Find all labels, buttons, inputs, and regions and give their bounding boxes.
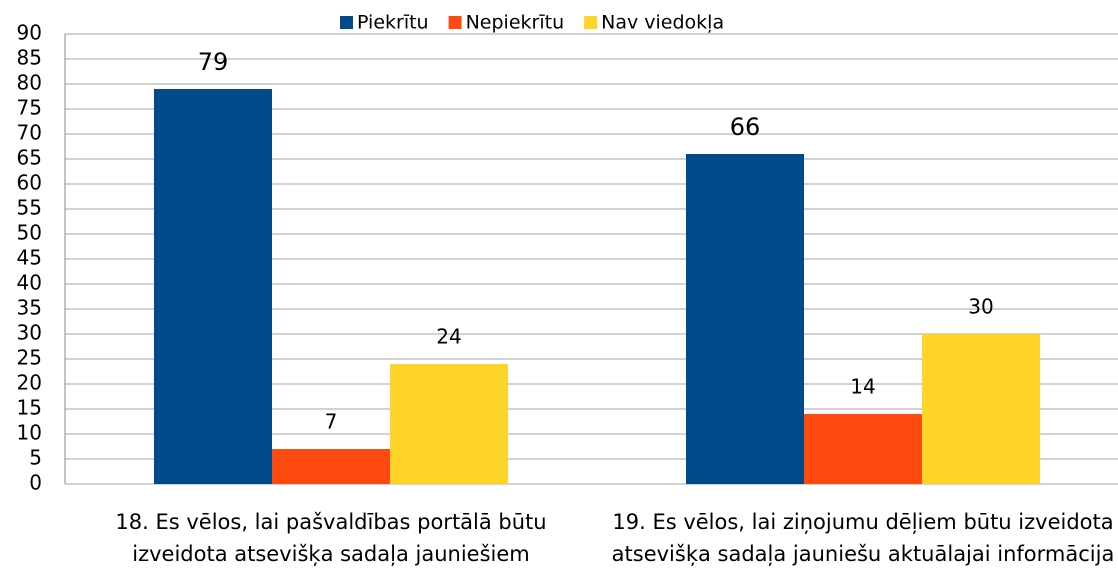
y-tick-label: 55 bbox=[17, 196, 42, 220]
legend-swatch bbox=[448, 16, 462, 29]
y-tick-label: 5 bbox=[29, 446, 42, 470]
legend-label: Nav viedokļa bbox=[601, 12, 724, 34]
bar bbox=[154, 89, 272, 484]
data-label: 7 bbox=[325, 410, 338, 434]
legend-label: Piekrītu bbox=[357, 12, 429, 34]
y-tick-label: 90 bbox=[17, 21, 42, 45]
data-label: 24 bbox=[436, 325, 461, 349]
y-tick-label: 0 bbox=[29, 471, 42, 495]
legend-swatch bbox=[584, 16, 598, 29]
x-tick-label: 18. Es vēlos, lai pašvaldības portālā bū… bbox=[115, 510, 547, 566]
y-tick-label: 25 bbox=[17, 346, 42, 370]
legend-swatch bbox=[340, 16, 353, 29]
y-tick-label: 85 bbox=[17, 46, 42, 70]
bar bbox=[804, 414, 922, 484]
bar bbox=[390, 364, 508, 484]
y-tick-label: 15 bbox=[17, 396, 42, 420]
y-tick-label: 65 bbox=[17, 146, 42, 170]
data-label: 79 bbox=[198, 48, 229, 76]
data-label: 30 bbox=[968, 295, 993, 319]
bar bbox=[686, 154, 804, 484]
y-tick-label: 40 bbox=[17, 271, 42, 295]
legend-label: Nepiekrītu bbox=[466, 12, 565, 34]
data-label: 14 bbox=[850, 375, 875, 399]
y-tick-label: 20 bbox=[17, 371, 42, 395]
bar bbox=[272, 449, 390, 484]
y-tick-label: 75 bbox=[17, 96, 42, 120]
x-tick-label: 19. Es vēlos, lai ziņojumu dēļiem būtu i… bbox=[611, 510, 1115, 566]
y-tick-label: 70 bbox=[17, 121, 42, 145]
y-tick-label: 35 bbox=[17, 296, 42, 320]
y-tick-label: 60 bbox=[17, 171, 42, 195]
y-tick-label: 50 bbox=[17, 221, 42, 245]
y-tick-label: 10 bbox=[17, 421, 42, 445]
data-label: 66 bbox=[730, 113, 761, 141]
y-tick-label: 30 bbox=[17, 321, 42, 345]
y-tick-label: 45 bbox=[17, 246, 42, 270]
y-tick-label: 80 bbox=[17, 71, 42, 95]
bar bbox=[922, 334, 1040, 484]
